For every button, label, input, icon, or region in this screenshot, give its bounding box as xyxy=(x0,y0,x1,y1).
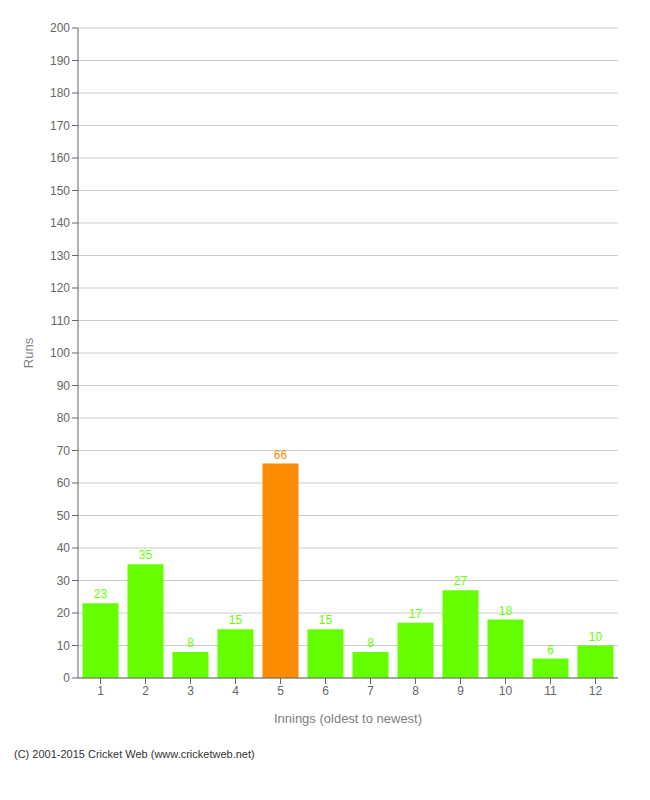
svg-text:2: 2 xyxy=(142,684,149,698)
svg-text:9: 9 xyxy=(457,684,464,698)
svg-text:27: 27 xyxy=(454,574,468,588)
svg-text:12: 12 xyxy=(589,684,603,698)
svg-text:15: 15 xyxy=(319,613,333,627)
svg-text:20: 20 xyxy=(57,606,71,620)
svg-text:10: 10 xyxy=(589,630,603,644)
svg-text:4: 4 xyxy=(232,684,239,698)
svg-text:30: 30 xyxy=(57,574,71,588)
svg-text:60: 60 xyxy=(57,476,71,490)
svg-text:17: 17 xyxy=(409,607,423,621)
svg-text:200: 200 xyxy=(50,21,70,35)
svg-text:90: 90 xyxy=(57,379,71,393)
svg-text:10: 10 xyxy=(57,639,71,653)
svg-text:1: 1 xyxy=(97,684,104,698)
svg-text:11: 11 xyxy=(544,684,557,698)
svg-text:140: 140 xyxy=(50,216,70,230)
svg-text:170: 170 xyxy=(50,119,70,133)
svg-text:Innings (oldest to newest): Innings (oldest to newest) xyxy=(274,711,422,726)
svg-text:18: 18 xyxy=(499,604,513,618)
svg-text:120: 120 xyxy=(50,281,70,295)
svg-text:50: 50 xyxy=(57,509,71,523)
svg-text:8: 8 xyxy=(412,684,419,698)
svg-text:6: 6 xyxy=(322,684,329,698)
svg-text:8: 8 xyxy=(367,636,374,650)
svg-text:15: 15 xyxy=(229,613,243,627)
svg-text:66: 66 xyxy=(274,448,288,462)
svg-text:23: 23 xyxy=(94,587,108,601)
html-text:(C) 2001-2015 Cricket Web (www: (C) 2001-2015 Cricket Web (www.cricketwe… xyxy=(14,748,255,760)
svg-text:190: 190 xyxy=(50,54,70,68)
svg-text:100: 100 xyxy=(50,346,70,360)
svg-text:5: 5 xyxy=(277,684,284,698)
svg-text:180: 180 xyxy=(50,86,70,100)
svg-text:70: 70 xyxy=(57,444,71,458)
svg-text:40: 40 xyxy=(57,541,71,555)
svg-text:8: 8 xyxy=(187,636,194,650)
svg-text:35: 35 xyxy=(139,548,153,562)
svg-text:150: 150 xyxy=(50,184,70,198)
svg-text:Runs: Runs xyxy=(21,337,36,368)
svg-text:0: 0 xyxy=(63,671,70,685)
svg-text:80: 80 xyxy=(57,411,71,425)
svg-text:6: 6 xyxy=(547,643,554,657)
svg-text:3: 3 xyxy=(187,684,194,698)
svg-text:130: 130 xyxy=(50,249,70,263)
svg-text:110: 110 xyxy=(51,314,70,328)
svg-text:10: 10 xyxy=(499,684,513,698)
svg-text:160: 160 xyxy=(50,151,70,165)
svg-text:7: 7 xyxy=(367,684,374,698)
